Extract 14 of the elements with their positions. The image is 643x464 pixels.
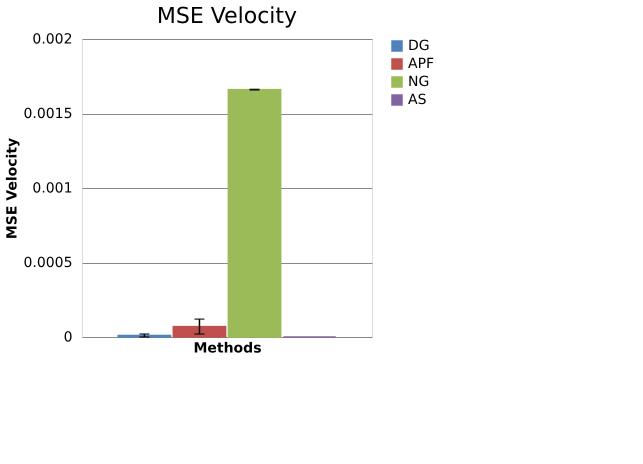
x-axis-title: Methods — [193, 340, 262, 356]
y-tick-label: 0 — [64, 330, 72, 346]
legend-label: NG — [408, 74, 430, 90]
chart-title: MSE Velocity — [156, 4, 298, 29]
bar — [228, 88, 282, 338]
y-tick-label: 0.0015 — [24, 106, 72, 122]
y-tick-label: 0.002 — [32, 32, 72, 48]
y-tick-label: 0.001 — [32, 180, 72, 196]
y-axis-title: MSE Velocity — [4, 138, 21, 240]
y-tick-label: 0.0005 — [24, 255, 72, 271]
legend-label: DG — [408, 38, 430, 54]
legend-label: APF — [408, 56, 434, 72]
bar — [172, 326, 226, 338]
legend-label: AS — [408, 92, 427, 108]
